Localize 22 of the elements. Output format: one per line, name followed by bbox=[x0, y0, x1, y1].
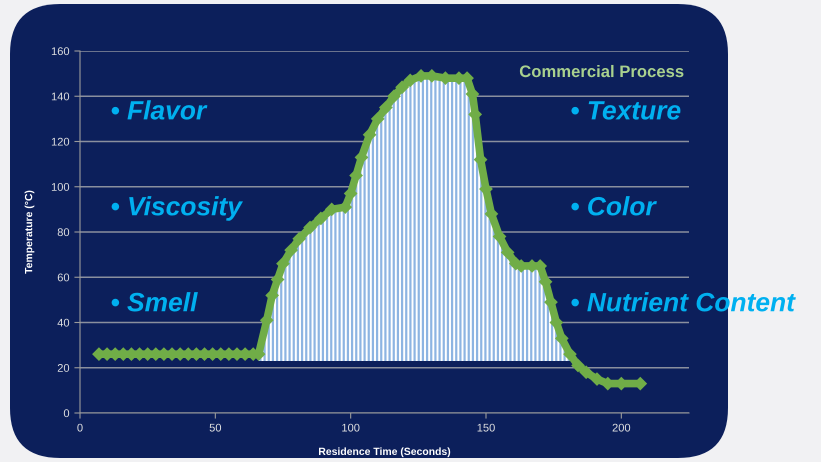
y-axis-title: Temperature (°C) bbox=[24, 190, 34, 274]
x-tick-label: 0 bbox=[77, 424, 83, 432]
x-axis-title: Residence Time (Seconds) bbox=[319, 447, 450, 458]
x-tick-label: 200 bbox=[612, 424, 630, 432]
y-tick-label: 100 bbox=[52, 183, 70, 191]
annotation: • Color bbox=[571, 196, 657, 216]
annotation: • Texture bbox=[571, 101, 680, 120]
y-tick-label: 60 bbox=[58, 274, 70, 282]
annotation: • Viscosity bbox=[112, 196, 244, 221]
y-tick-label: 140 bbox=[52, 92, 70, 100]
y-tick-label: 160 bbox=[52, 47, 70, 56]
y-tick-label: 20 bbox=[58, 364, 70, 372]
text: Commercial Process bbox=[520, 64, 684, 78]
x-tick-label: 150 bbox=[478, 424, 495, 432]
y-tick-label: 0 bbox=[64, 409, 70, 418]
annotation: • Smell bbox=[112, 292, 198, 312]
y-tick-label: 40 bbox=[57, 318, 70, 327]
x-tick-label: 100 bbox=[342, 424, 360, 432]
y-tick-label: 80 bbox=[58, 228, 70, 236]
x-tick-label: 50 bbox=[210, 424, 222, 432]
y-tick-label: 120 bbox=[52, 138, 70, 146]
annotation: • Flavor bbox=[112, 100, 208, 120]
